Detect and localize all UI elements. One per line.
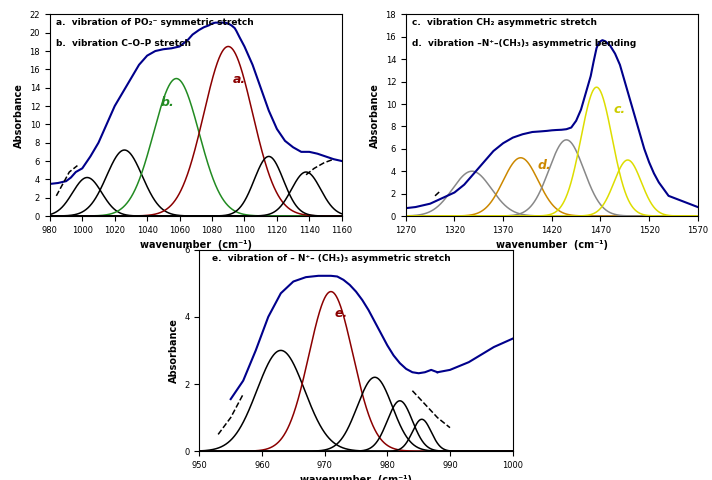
Text: c.: c. — [613, 103, 625, 116]
Text: c.  vibration CH₂ asymmetric stretch: c. vibration CH₂ asymmetric stretch — [412, 18, 597, 27]
Text: b.  vibration C–O–P stretch: b. vibration C–O–P stretch — [56, 38, 191, 48]
Y-axis label: Absorbance: Absorbance — [370, 83, 380, 148]
Text: e.: e. — [334, 307, 347, 320]
Text: a.  vibration of PO₂⁻ symmetric stretch: a. vibration of PO₂⁻ symmetric stretch — [56, 18, 253, 27]
Text: e.  vibration of – N⁺– (CH₃)₃ asymmetric stretch: e. vibration of – N⁺– (CH₃)₃ asymmetric … — [212, 253, 451, 263]
X-axis label: wavenumber  (cm⁻¹): wavenumber (cm⁻¹) — [496, 240, 608, 250]
Text: a.: a. — [233, 73, 246, 86]
Text: b.: b. — [160, 96, 174, 109]
X-axis label: wavenumber  (cm⁻¹): wavenumber (cm⁻¹) — [140, 240, 252, 250]
Y-axis label: Absorbance: Absorbance — [169, 318, 179, 383]
Text: d.: d. — [537, 159, 551, 172]
X-axis label: wavenumber  (cm⁻¹): wavenumber (cm⁻¹) — [300, 476, 412, 480]
Text: d.  vibration –N⁺–(CH₃)₃ asymmetric bending: d. vibration –N⁺–(CH₃)₃ asymmetric bendi… — [412, 38, 636, 48]
Y-axis label: Absorbance: Absorbance — [14, 83, 24, 148]
